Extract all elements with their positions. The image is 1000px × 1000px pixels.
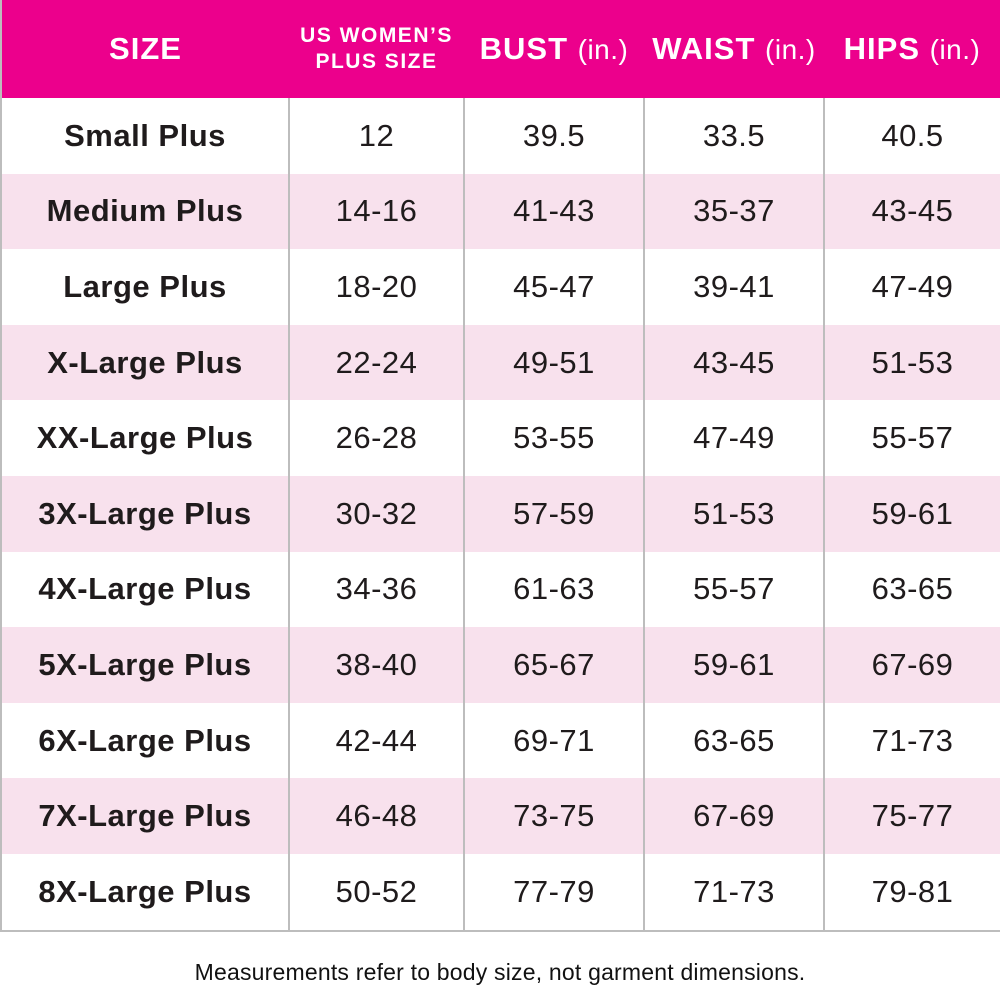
measurement-cell: 38-40 — [288, 627, 464, 703]
table-row: X-Large Plus 22-24 49-51 43-45 51-53 — [1, 324, 1000, 401]
measurement-cell: 45-47 — [463, 249, 644, 325]
measurement-cell: 47-49 — [643, 400, 824, 476]
size-name-cell: 8X-Large Plus — [1, 853, 289, 931]
size-name-cell: 4X-Large Plus — [1, 551, 289, 628]
measurement-cell: 71-73 — [823, 702, 1000, 779]
size-name-cell: 6X-Large Plus — [1, 702, 289, 779]
measurement-cell: 65-67 — [463, 627, 644, 703]
col-header-plus-size: US WOMEN’S PLUS SIZE — [289, 0, 464, 98]
measurement-cell: 46-48 — [288, 778, 464, 854]
col-header-size: SIZE — [1, 0, 289, 98]
measurement-cell: 42-44 — [288, 702, 464, 779]
table-row: 7X-Large Plus 46-48 73-75 67-69 75-77 — [1, 778, 1000, 854]
col-header-plus-size-line1: US WOMEN’S — [300, 23, 453, 47]
size-name-cell: X-Large Plus — [1, 324, 289, 401]
table-row: 3X-Large Plus 30-32 57-59 51-53 59-61 — [1, 475, 1000, 552]
size-name-cell: Small Plus — [1, 98, 289, 174]
table-row: Small Plus 12 39.5 33.5 40.5 — [1, 98, 1000, 174]
col-header-waist-unit: (in.) — [765, 33, 816, 65]
table-row: 5X-Large Plus 38-40 65-67 59-61 67-69 — [1, 627, 1000, 703]
col-header-waist-label: WAIST — [652, 30, 756, 66]
table-row: 6X-Large Plus 42-44 69-71 63-65 71-73 — [1, 702, 1000, 779]
col-header-hips-unit: (in.) — [929, 33, 981, 65]
measurement-cell: 51-53 — [823, 324, 1000, 401]
measurement-cell: 63-65 — [823, 551, 1000, 628]
measurement-cell: 40.5 — [823, 98, 1000, 174]
size-table-body: Small Plus 12 39.5 33.5 40.5 Medium Plus 14-16… — [1, 98, 1000, 931]
measurement-cell: 50-52 — [288, 853, 464, 931]
measurement-cell: 71-73 — [643, 853, 824, 931]
measurement-cell: 55-57 — [823, 400, 1000, 476]
table-row: XX-Large Plus 26-28 53-55 47-49 55-57 — [1, 400, 1000, 476]
size-name-cell: Large Plus — [1, 249, 289, 325]
col-header-hips-label: HIPS — [843, 30, 920, 66]
size-name-cell: XX-Large Plus — [1, 400, 289, 476]
measurement-cell: 59-61 — [643, 627, 824, 703]
col-header-plus-size-line2: PLUS SIZE — [315, 50, 438, 73]
table-header: SIZE US WOMEN’S PLUS SIZE BUST (in.) WAI… — [1, 0, 1000, 98]
measurement-cell: 55-57 — [643, 551, 824, 628]
table-row: 8X-Large Plus 50-52 77-79 71-73 79-81 — [1, 853, 1000, 931]
measurement-cell: 75-77 — [823, 778, 1000, 854]
measurement-cell: 57-59 — [463, 475, 644, 552]
measurement-cell: 61-63 — [463, 551, 644, 628]
table-row: Medium Plus 14-16 41-43 35-37 43-45 — [1, 173, 1000, 250]
size-name-cell: Medium Plus — [1, 173, 289, 250]
table-row: Large Plus 18-20 45-47 39-41 47-49 — [1, 249, 1000, 325]
measurement-cell: 47-49 — [823, 249, 1000, 325]
measurement-cell: 59-61 — [823, 475, 1000, 552]
measurement-cell: 41-43 — [463, 173, 644, 250]
measurement-cell: 39-41 — [643, 249, 824, 325]
table-row: 4X-Large Plus 34-36 61-63 55-57 63-65 — [1, 551, 1000, 628]
size-name-cell: 5X-Large Plus — [1, 627, 289, 703]
col-header-bust-label: BUST — [479, 30, 569, 66]
col-header-hips: HIPS (in.) — [824, 0, 1000, 98]
measurement-cell: 73-75 — [463, 778, 644, 854]
measurement-cell: 34-36 — [288, 551, 464, 628]
measurement-cell: 69-71 — [463, 702, 644, 779]
col-header-bust-unit: (in.) — [577, 33, 629, 65]
size-chart-table: SIZE US WOMEN’S PLUS SIZE BUST (in.) WAI… — [0, 0, 1000, 932]
col-header-waist: WAIST (in.) — [644, 0, 824, 98]
measurement-cell: 14-16 — [288, 173, 464, 250]
measurement-cell: 51-53 — [643, 475, 824, 552]
measurement-cell: 77-79 — [463, 853, 644, 931]
measurement-cell: 26-28 — [288, 400, 464, 476]
measurement-cell: 63-65 — [643, 702, 824, 779]
measurement-cell: 30-32 — [288, 475, 464, 552]
measurement-cell: 12 — [288, 98, 464, 174]
col-header-size-label: SIZE — [109, 30, 182, 66]
measurement-cell: 35-37 — [643, 173, 824, 250]
measurement-footnote: Measurements refer to body size, not gar… — [194, 958, 806, 985]
measurement-cell: 79-81 — [823, 853, 1000, 931]
measurement-cell: 67-69 — [823, 627, 1000, 703]
measurement-cell: 39.5 — [463, 98, 644, 174]
header-row: SIZE US WOMEN’S PLUS SIZE BUST (in.) WAI… — [1, 0, 1000, 98]
size-name-cell: 7X-Large Plus — [1, 778, 289, 854]
size-name-cell: 3X-Large Plus — [1, 475, 289, 552]
measurement-cell: 22-24 — [288, 324, 464, 401]
measurement-cell: 67-69 — [643, 778, 824, 854]
measurement-cell: 33.5 — [643, 98, 824, 174]
measurement-cell: 43-45 — [643, 324, 824, 401]
measurement-cell: 18-20 — [288, 249, 464, 325]
measurement-cell: 53-55 — [463, 400, 644, 476]
col-header-bust: BUST (in.) — [464, 0, 644, 98]
measurement-cell: 43-45 — [823, 173, 1000, 250]
measurement-cell: 49-51 — [463, 324, 644, 401]
